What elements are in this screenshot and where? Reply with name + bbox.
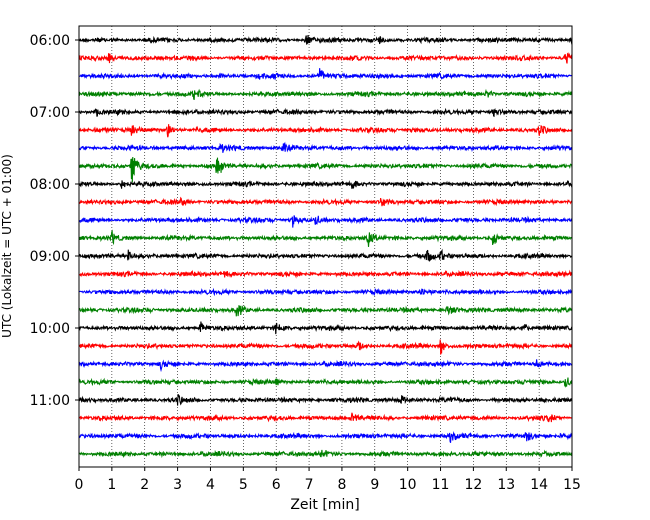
trace-line	[78, 449, 573, 459]
trace-line	[78, 52, 573, 64]
trace-line	[78, 287, 573, 297]
x-tick-label: 13	[497, 477, 515, 493]
trace-line	[78, 377, 573, 388]
trace-line	[78, 412, 573, 423]
x-axis-label: Zeit [min]	[290, 497, 359, 513]
trace-line	[78, 248, 573, 262]
y-tick-label: 06:00	[30, 33, 70, 49]
trace-line	[78, 339, 573, 355]
x-tick-label: 15	[563, 477, 581, 493]
x-tick-label: 10	[399, 477, 417, 493]
trace-line	[78, 141, 573, 153]
x-tick-label: 12	[464, 477, 482, 493]
y-tick-label: 08:00	[30, 177, 70, 193]
trace-line	[78, 321, 573, 335]
x-tick-label: 2	[140, 477, 149, 493]
y-tick-label: 09:00	[30, 249, 70, 265]
trace-line	[78, 229, 573, 247]
x-tick-label: 0	[75, 477, 84, 493]
x-tick-label: 14	[530, 477, 548, 493]
y-tick-label: 07:00	[30, 105, 70, 121]
trace-line	[78, 359, 573, 373]
trace-line	[78, 88, 573, 101]
trace-line	[78, 124, 573, 138]
trace-line	[78, 68, 573, 81]
x-tick-label: 6	[272, 477, 281, 493]
x-tick-label: 1	[107, 477, 116, 493]
trace-line	[78, 34, 573, 45]
trace-line	[78, 179, 573, 189]
x-tick-label: 9	[370, 477, 379, 493]
x-tick-label: 8	[337, 477, 346, 493]
x-tick-label: 7	[305, 477, 314, 493]
trace-line	[78, 431, 573, 443]
trace-line	[78, 215, 573, 228]
trace-line	[78, 394, 573, 406]
x-tick-label: 11	[432, 477, 450, 493]
trace-line	[78, 269, 573, 279]
trace-line	[78, 196, 573, 207]
x-tick-label: 4	[206, 477, 215, 493]
x-axis: 0 1 2 3 4 5 6 7 8 9 10 11 12 13 14 15	[75, 467, 581, 493]
y-tick-label: 10:00	[30, 321, 70, 337]
x-tick-label: 5	[239, 477, 248, 493]
x-tick-label: 3	[173, 477, 182, 493]
trace-line	[78, 157, 573, 183]
plot-frame	[78, 25, 573, 468]
trace-line	[78, 304, 573, 317]
plot-background	[79, 26, 572, 467]
trace-line	[78, 107, 573, 118]
y-axis: 06:00 07:00 08:00 09:00 10:00 11:00	[30, 33, 79, 409]
y-axis-label: UTC (Lokalzeit = UTC + 01:00)	[0, 154, 14, 338]
y-tick-label: 11:00	[30, 393, 70, 409]
trace-layer	[78, 34, 573, 459]
